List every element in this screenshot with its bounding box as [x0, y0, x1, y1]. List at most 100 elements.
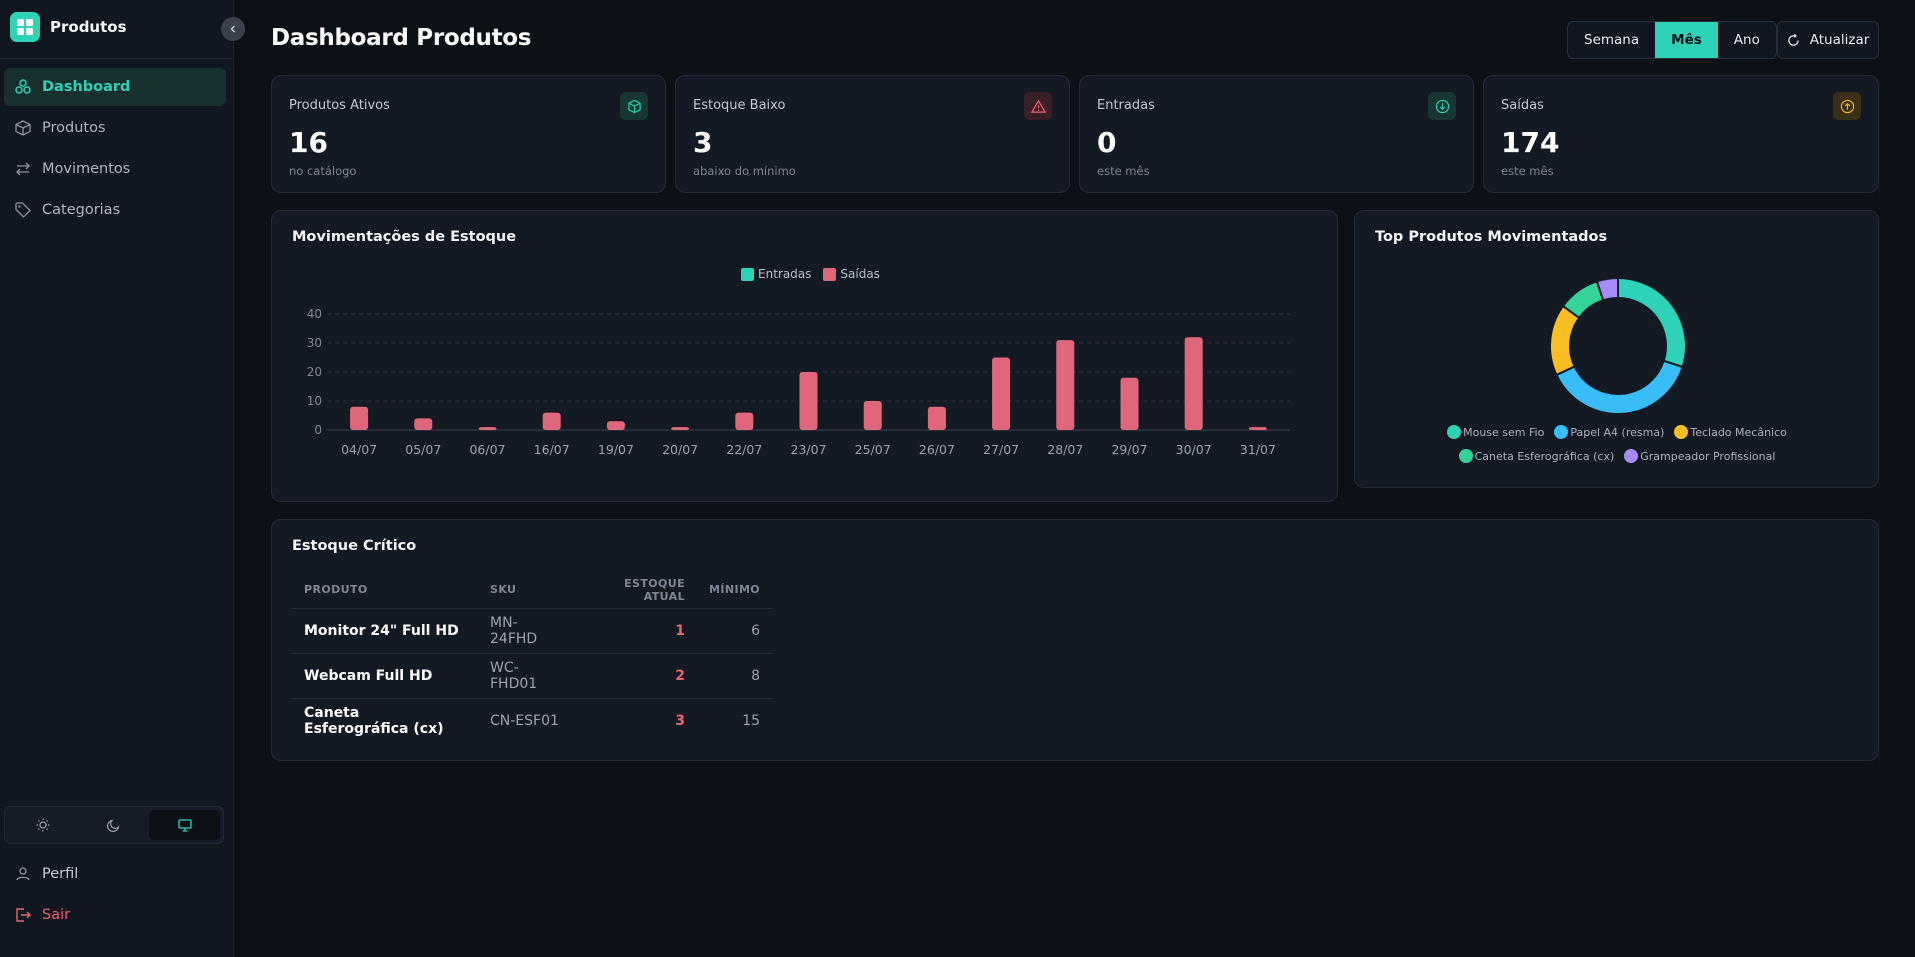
bar-saidas[interactable]	[671, 427, 690, 430]
legend-swatch	[1554, 425, 1569, 439]
dashboard-icon	[15, 79, 31, 94]
sidebar-item-label: Categorias	[42, 202, 121, 218]
column-header-produto: PRODUTO	[292, 572, 478, 609]
grid-logo-icon	[10, 12, 40, 42]
legend-swatch	[1624, 449, 1639, 463]
bar-saidas[interactable]	[992, 357, 1011, 431]
brand[interactable]: Produtos	[10, 12, 127, 42]
tag-icon	[15, 202, 31, 218]
profile-label: Perfil	[42, 866, 79, 882]
legend-item-teclado[interactable]: Teclado Mecânico	[1674, 425, 1787, 439]
arrows-icon	[16, 162, 30, 176]
top-products-donut	[1549, 276, 1687, 415]
bar-saidas[interactable]	[606, 421, 625, 430]
donut-slice[interactable]	[1595, 276, 1619, 302]
critical-stock-table: PRODUTO SKU ESTOQUE ATUAL MÍNIMO Monitor…	[292, 572, 773, 743]
legend-item-entradas[interactable]: Entradas	[741, 267, 811, 281]
table-header-row: PRODUTO SKU ESTOQUE ATUAL MÍNIMO	[292, 572, 773, 609]
sidebar-item-dashboard[interactable]: Dashboard	[4, 68, 226, 106]
legend-item-saidas[interactable]: Saídas	[823, 267, 880, 281]
column-header-estoque-atual: ESTOQUE ATUAL	[575, 572, 697, 609]
stat-label: Saídas	[1501, 98, 1544, 113]
legend-label: Mouse sem Fio	[1463, 425, 1545, 439]
theme-switcher	[4, 806, 224, 844]
legend-label: Caneta Esferográfica (cx)	[1474, 449, 1615, 463]
table-row[interactable]: Caneta Esferográfica (cx) CN-ESF01 3 15	[292, 698, 772, 743]
legend-item-caneta[interactable]: Caneta Esferográfica (cx)	[1458, 449, 1615, 463]
bar-saidas[interactable]	[542, 412, 561, 430]
table-row[interactable]: Monitor 24" Full HD MN-24FHD 1 6	[292, 608, 773, 654]
x-tick-label: 23/07	[790, 442, 826, 457]
stat-label: Produtos Ativos	[289, 98, 390, 113]
y-tick-label: 0	[314, 423, 322, 437]
x-tick-label: 31/07	[1240, 442, 1276, 457]
stat-value: 16	[289, 126, 328, 159]
theme-light-button[interactable]	[8, 810, 79, 840]
bar-saidas[interactable]	[927, 406, 946, 430]
profile-link[interactable]: Perfil	[4, 857, 226, 891]
product-sku: MN-24FHD	[478, 608, 575, 654]
sidebar-item-movimentos[interactable]: Movimentos	[4, 150, 226, 188]
x-tick-label: 04/07	[341, 442, 377, 457]
legend-item-papel[interactable]: Papel A4 (resma)	[1554, 425, 1664, 439]
period-week-button[interactable]: Semana	[1584, 32, 1640, 48]
bar-saidas[interactable]	[1120, 377, 1139, 430]
logout-link[interactable]: Sair	[4, 898, 226, 932]
stat-card-estoque-baixo: Estoque Baixo 3 abaixo do mínimo	[675, 75, 1070, 193]
x-tick-label: 28/07	[1047, 442, 1083, 457]
x-tick-label: 27/07	[983, 442, 1019, 457]
period-year-button[interactable]: Ano	[1733, 32, 1760, 48]
x-tick-label: 30/07	[1176, 442, 1212, 457]
bar-saidas[interactable]	[735, 412, 754, 430]
stat-subtitle: este mês	[1097, 164, 1150, 178]
theme-system-button[interactable]	[149, 810, 221, 840]
theme-dark-button[interactable]	[79, 810, 150, 840]
top-products-card: Top Produtos Movimentados Mouse sem Fio …	[1354, 210, 1879, 488]
refresh-icon	[1787, 33, 1799, 46]
sidebar-nav: Dashboard Produtos Movimentos Categorias	[4, 68, 226, 232]
sidebar-divider	[0, 58, 234, 59]
chart-legend: Entradas Saídas	[741, 267, 892, 281]
legend-item-grampeador[interactable]: Grampeador Profissional	[1624, 449, 1775, 463]
x-tick-label: 29/07	[1111, 442, 1147, 457]
sidebar-item-categorias[interactable]: Categorias	[4, 191, 226, 229]
movements-chart-card: Movimentações de Estoque Entradas Saídas…	[271, 210, 1338, 502]
stat-value: 174	[1501, 126, 1560, 159]
stat-card-saidas: Saídas 174 este mês	[1483, 75, 1879, 193]
bar-saidas[interactable]	[414, 418, 433, 430]
app-title: Produtos	[50, 18, 127, 36]
box-icon	[15, 120, 31, 136]
legend-item-mouse[interactable]: Mouse sem Fio	[1447, 425, 1544, 439]
chart-title: Top Produtos Movimentados	[1375, 229, 1608, 245]
y-tick-label: 20	[307, 365, 322, 379]
bar-saidas[interactable]	[1184, 337, 1203, 430]
x-tick-label: 16/07	[534, 442, 570, 457]
sidebar-item-produtos[interactable]: Produtos	[4, 109, 226, 147]
bar-saidas[interactable]	[1056, 340, 1075, 430]
x-tick-label: 25/07	[855, 442, 891, 457]
product-sku: CN-ESF01	[490, 712, 559, 729]
y-tick-label: 10	[307, 394, 322, 408]
stat-label: Estoque Baixo	[693, 98, 786, 113]
collapse-sidebar-button[interactable]	[221, 17, 245, 41]
product-name: Caneta Esferográfica (cx)	[304, 704, 444, 737]
bar-saidas[interactable]	[478, 427, 497, 430]
donut-slice[interactable]	[1617, 276, 1687, 369]
legend-label: Entradas	[758, 267, 812, 281]
refresh-button[interactable]: Atualizar	[1777, 21, 1879, 59]
sidebar-item-label: Dashboard	[42, 79, 131, 95]
stat-subtitle: abaixo do mínimo	[693, 164, 796, 178]
product-minimum: 8	[697, 653, 773, 699]
table-row[interactable]: Webcam Full HD WC-FHD01 2 8	[292, 653, 773, 699]
bar-saidas[interactable]	[350, 406, 369, 430]
period-month-button[interactable]: Mês	[1655, 22, 1718, 58]
bar-saidas[interactable]	[863, 401, 882, 430]
bar-saidas[interactable]	[799, 372, 818, 430]
y-tick-label: 40	[307, 307, 322, 321]
bar-saidas[interactable]	[1248, 427, 1267, 430]
donut-slice[interactable]	[1549, 304, 1581, 377]
logout-label: Sair	[42, 907, 71, 923]
donut-slice[interactable]	[1555, 359, 1684, 415]
page-title: Dashboard Produtos	[271, 25, 532, 51]
y-tick-label: 30	[307, 336, 322, 350]
